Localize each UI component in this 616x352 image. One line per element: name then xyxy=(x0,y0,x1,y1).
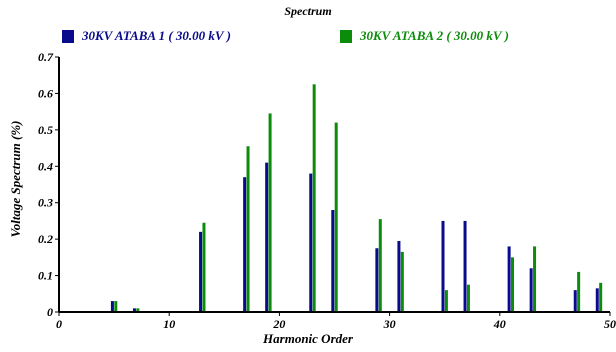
chart-title: Spectrum xyxy=(284,4,332,18)
bar-series-1-h43 xyxy=(529,268,533,312)
y-tick-label: 0 xyxy=(47,305,53,319)
bar-series-1-h19 xyxy=(265,162,269,312)
bar-series-2-h37 xyxy=(466,284,470,312)
bar-series-1-h47 xyxy=(573,290,577,312)
x-axis-label: Harmonic Order xyxy=(263,331,353,346)
bar-series-1-h31 xyxy=(397,240,401,312)
legend-label-series-1: 30KV ATABA 1 ( 30.00 kV ) xyxy=(82,28,231,43)
legend-swatch-series-1 xyxy=(62,30,74,43)
bar-series-2-h47 xyxy=(577,271,581,312)
bar-series-2-h23 xyxy=(312,84,316,312)
bar-series-1-h7 xyxy=(132,308,136,312)
x-tick-label: 10 xyxy=(163,317,175,331)
legend-swatch-series-2 xyxy=(340,30,352,43)
y-tick-label: 0.3 xyxy=(38,196,53,210)
bar-series-1-h41 xyxy=(507,246,511,312)
bar-series-2-h5 xyxy=(114,301,118,312)
y-tick-label: 0.1 xyxy=(38,269,53,283)
bar-series-1-h13 xyxy=(199,231,203,312)
bar-series-2-h43 xyxy=(533,246,537,312)
bar-series-1-h35 xyxy=(441,220,445,312)
bar-series-2-h35 xyxy=(444,290,448,312)
x-tick-label: 50 xyxy=(604,317,616,331)
bar-series-1-h37 xyxy=(463,220,467,312)
bar-series-1-h23 xyxy=(309,173,313,312)
y-tick-label: 0.4 xyxy=(38,159,53,173)
y-tick-label: 0.7 xyxy=(38,50,54,64)
bar-series-2-h19 xyxy=(268,113,272,312)
bar-series-2-h41 xyxy=(511,257,515,312)
bar-series-1-h29 xyxy=(375,248,379,312)
y-tick-label: 0.2 xyxy=(38,232,53,246)
legend-label-series-2: 30KV ATABA 2 ( 30.00 kV ) xyxy=(360,28,509,43)
y-tick-label: 0.5 xyxy=(38,123,53,137)
y-tick-label: 0.6 xyxy=(38,86,53,100)
bar-series-2-h49 xyxy=(599,282,603,312)
bar-series-1-h17 xyxy=(243,177,247,312)
bar-series-2-h13 xyxy=(202,222,206,312)
bar-series-2-h29 xyxy=(378,219,382,312)
bar-series-1-h25 xyxy=(331,210,335,312)
x-tick-label: 40 xyxy=(493,317,506,331)
bar-series-1-h5 xyxy=(110,301,114,312)
bar-series-2-h31 xyxy=(400,251,404,312)
bar-series-2-h25 xyxy=(334,122,338,312)
bar-series-1-h49 xyxy=(595,288,599,312)
bar-series-2-h17 xyxy=(246,146,250,312)
bar-series-2-h7 xyxy=(136,308,140,312)
x-tick-label: 30 xyxy=(383,317,396,331)
x-tick-label: 0 xyxy=(56,317,62,331)
x-tick-label: 20 xyxy=(272,317,285,331)
